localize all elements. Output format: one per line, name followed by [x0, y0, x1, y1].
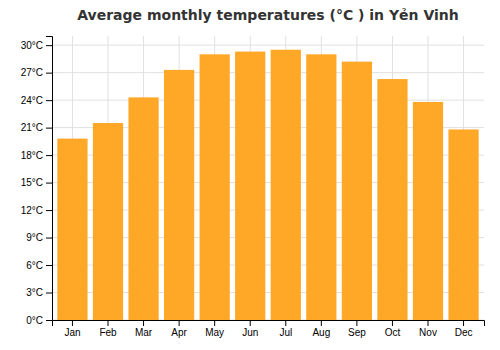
- tick: 18°C: [21, 150, 52, 161]
- tick-mark: [46, 73, 52, 74]
- bar: [128, 97, 158, 320]
- bar: [57, 139, 87, 320]
- tick-label: 3°C: [26, 287, 43, 298]
- tick: Feb: [99, 320, 117, 338]
- bar: [271, 50, 301, 320]
- tick-label: 24°C: [21, 95, 43, 106]
- bar: [342, 62, 372, 320]
- tick-mark: [46, 293, 52, 294]
- bar: [164, 70, 194, 320]
- y-axis: 0°C 3°C 6°C 9°C 12°C 15°C 18°C 21°C 24°C 27°C 30°C: [21, 37, 53, 326]
- tick-label: 12°C: [21, 205, 43, 216]
- tick-label: 6°C: [26, 260, 43, 271]
- tick-mark: [46, 320, 52, 321]
- tick-mark: [46, 183, 52, 184]
- tick-label: Sep: [348, 327, 366, 338]
- tick-mark: [214, 320, 215, 326]
- tick-label: Jul: [279, 327, 292, 338]
- tick-label: Feb: [99, 327, 117, 338]
- bar: [413, 102, 443, 320]
- tick-label: 0°C: [26, 315, 43, 326]
- tick: 30°C: [21, 40, 52, 51]
- tick: Apr: [171, 320, 187, 338]
- tick-label: Oct: [385, 327, 401, 338]
- tick: 3°C: [26, 287, 52, 298]
- x-axis: Jan Feb Mar Apr May Jun Jul Aug Sep Oct Nov Dec: [53, 320, 485, 338]
- tick-mark: [46, 128, 52, 129]
- tick-label: 9°C: [26, 232, 43, 243]
- tick-mark: [46, 210, 52, 211]
- tick-mark: [108, 320, 109, 326]
- tick-mark: [250, 320, 251, 326]
- tick: Jun: [242, 320, 258, 338]
- tick-mark: [356, 320, 357, 326]
- tick: Nov: [419, 320, 437, 338]
- grid-line: [52, 72, 484, 73]
- tick: Sep: [348, 320, 366, 338]
- chart-container: 0°C 3°C 6°C 9°C 12°C 15°C 18°C 21°C 24°C 27°C 30°C…: [0, 0, 500, 350]
- tick: 21°C: [21, 122, 52, 133]
- tick: 0°C: [26, 315, 52, 326]
- tick-mark: [321, 320, 322, 326]
- tick-mark: [392, 320, 393, 326]
- tick-label: 27°C: [21, 67, 43, 78]
- tick: Dec: [455, 320, 473, 338]
- tick-label: Jun: [242, 327, 258, 338]
- tick: Oct: [385, 320, 401, 338]
- tick-label: May: [205, 327, 224, 338]
- bar: [235, 52, 265, 320]
- tick: 6°C: [26, 260, 52, 271]
- tick-label: 30°C: [21, 40, 43, 51]
- tick-mark: [46, 45, 52, 46]
- bar: [377, 79, 407, 320]
- tick-label: 15°C: [21, 177, 43, 188]
- tick-mark: [72, 320, 73, 326]
- tick-label: Aug: [312, 327, 330, 338]
- tick: 27°C: [21, 67, 52, 78]
- bar: [200, 54, 230, 320]
- tick-label: Dec: [455, 327, 473, 338]
- tick-mark: [46, 265, 52, 266]
- grid: [52, 36, 484, 320]
- tick: 12°C: [21, 205, 52, 216]
- bar: [448, 129, 478, 320]
- tick-mark: [285, 320, 286, 326]
- tick: 9°C: [26, 232, 52, 243]
- tick: 24°C: [21, 95, 52, 106]
- axis-line: [53, 321, 485, 327]
- tick-label: 21°C: [21, 122, 43, 133]
- grid-line: [52, 45, 484, 46]
- tick-mark: [46, 100, 52, 101]
- tick-label: Mar: [135, 327, 153, 338]
- tick-mark: [143, 320, 144, 326]
- chart: 0°C 3°C 6°C 9°C 12°C 15°C 18°C 21°C 24°C 27°C 30°C…: [0, 0, 500, 350]
- tick-mark: [179, 320, 180, 326]
- tick-label: Nov: [419, 327, 437, 338]
- tick-label: Apr: [171, 327, 187, 338]
- tick-mark: [428, 320, 429, 326]
- tick-mark: [46, 238, 52, 239]
- tick-mark: [46, 155, 52, 156]
- tick-label: 18°C: [21, 150, 43, 161]
- tick: Mar: [135, 320, 153, 338]
- tick: Jul: [279, 320, 292, 338]
- tick: Jan: [64, 320, 80, 338]
- tick-label: Jan: [64, 327, 80, 338]
- grid-line: [52, 100, 484, 101]
- tick-mark: [463, 320, 464, 326]
- tick: Aug: [312, 320, 330, 338]
- title: Average monthly temperatures (°C ) in Yẻ…: [77, 7, 459, 23]
- bar: [306, 54, 336, 320]
- tick: May: [205, 320, 224, 338]
- tick: 15°C: [21, 177, 52, 188]
- bar: [93, 123, 123, 320]
- plot-area: [57, 50, 478, 320]
- axis-line: [46, 37, 53, 321]
